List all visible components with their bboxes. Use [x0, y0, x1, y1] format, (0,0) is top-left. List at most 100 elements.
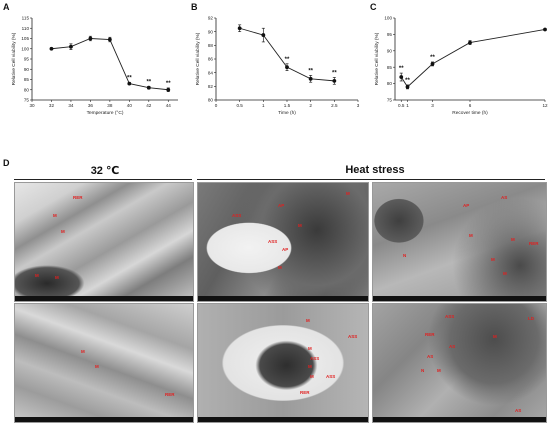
organelle-label: ASS — [326, 374, 336, 379]
y-tick-label: 100 — [384, 16, 392, 21]
organelle-label: AS — [427, 354, 434, 359]
chart-time: 80 82 84 86 88 90 92 0 0.5 1 1.5 2 2.5 3 Time (h) Relat… — [195, 16, 360, 116]
panel-label-c: C — [370, 2, 377, 12]
y-tick-label: 92 — [208, 16, 214, 21]
significance-label: ** — [146, 79, 151, 85]
organelle-label: AS — [515, 408, 522, 413]
organelle-label: M — [278, 265, 282, 270]
organelle-label: ASS — [445, 314, 455, 319]
x-tick-label: 38 — [107, 103, 113, 108]
organelle-label: M — [346, 191, 350, 196]
x-tick-label: 0.5 — [398, 103, 405, 108]
data-point — [399, 75, 404, 79]
y-tick-label: 85 — [387, 65, 393, 70]
scale-bar — [373, 417, 546, 422]
organelle-label: AP — [282, 247, 289, 252]
micrograph-heat-right-bottom: ASS RER AS AS M LD M N AS — [372, 303, 547, 423]
x-tick-label: 6 — [469, 103, 472, 108]
y-tick-label: 85 — [24, 77, 30, 82]
organelle-label: RER — [425, 332, 435, 337]
organelle-label: ASS — [348, 334, 358, 339]
significance-label: ** — [430, 55, 435, 61]
scale-bar — [15, 296, 193, 301]
y-tick-label: 105 — [21, 36, 29, 41]
x-tick-label: 0.5 — [236, 103, 243, 108]
organelle-label: RER — [300, 390, 310, 395]
organelle-label: LD — [528, 316, 534, 321]
organelle-label: M — [55, 275, 59, 280]
header-control: 32 ℃ — [90, 165, 120, 177]
y-tick-label: 75 — [24, 98, 30, 103]
y-tick-label: 100 — [21, 46, 29, 51]
organelle-label: M — [437, 368, 441, 373]
data-point — [308, 76, 313, 81]
data-point — [69, 44, 73, 49]
micrograph-control-bottom: M M RER — [14, 303, 194, 423]
y-tick-label: 84 — [208, 70, 214, 75]
chart-recover-time: 75 80 85 90 95 100 0.5 1 3 6 12 Recover time (h) Rel… — [374, 16, 548, 116]
data-point — [430, 62, 435, 66]
significance-label: ** — [332, 70, 337, 76]
organelle-label: M — [310, 374, 314, 379]
data-point — [332, 78, 337, 83]
x-tick-label: 12 — [542, 103, 548, 108]
organelle-label: M — [61, 229, 65, 234]
x-tick-label: 2 — [309, 103, 312, 108]
data-point — [146, 85, 151, 90]
organelle-label: M — [35, 273, 39, 278]
panel-label-a: A — [3, 2, 10, 12]
significance-label: ** — [166, 81, 171, 87]
data-point — [166, 87, 171, 92]
data-point — [88, 36, 93, 41]
organelle-label: M — [469, 233, 473, 238]
organelle-label: M — [95, 364, 99, 369]
x-tick-label: 30 — [29, 103, 35, 108]
micrograph-heat-right-top: N AP AS M M RER M M — [372, 182, 547, 302]
scale-bar — [373, 296, 546, 301]
organelle-label: AP — [278, 203, 285, 208]
x-tick-label: 32 — [49, 103, 55, 108]
organelle-label: ASS — [268, 239, 278, 244]
organelle-label: M — [503, 271, 507, 276]
organelle-label: ASS — [310, 356, 320, 361]
x-tick-label: 1.5 — [284, 103, 291, 108]
y-tick-label: 95 — [24, 57, 30, 62]
organelle-label: M — [81, 349, 85, 354]
x-axis-title: Recover time (h) — [452, 110, 488, 116]
scale-bar — [198, 296, 368, 301]
data-point — [127, 81, 132, 86]
significance-label: ** — [127, 76, 132, 82]
y-axis-title: Relative Cell viability (%) — [195, 32, 201, 85]
y-tick-label: 75 — [387, 98, 393, 103]
panel-label-b: B — [191, 2, 198, 12]
organelle-label: RER — [529, 241, 539, 246]
significance-label: ** — [405, 78, 410, 84]
y-tick-label: 88 — [208, 43, 214, 48]
x-axis-title: Time (h) — [278, 110, 296, 116]
x-tick-label: 0 — [215, 103, 218, 108]
organelle-label: N — [403, 253, 407, 258]
organelle-label: RER — [73, 195, 83, 200]
scale-bar — [15, 417, 193, 422]
y-tick-label: 90 — [208, 29, 214, 34]
organelle-label: ASS — [232, 213, 242, 218]
y-tick-label: 86 — [208, 57, 214, 62]
organelle-label: AP — [463, 203, 470, 208]
significance-label: ** — [285, 57, 290, 63]
data-point — [405, 84, 410, 89]
x-tick-label: 40 — [127, 103, 133, 108]
x-tick-label: 34 — [68, 103, 74, 108]
y-tick-label: 110 — [22, 26, 30, 31]
y-tick-label: 80 — [387, 81, 393, 86]
organelle-label: M — [308, 346, 312, 351]
x-tick-label: 44 — [166, 103, 172, 108]
header-rule-control — [14, 179, 192, 180]
header-heat-stress: Heat stress — [345, 164, 405, 176]
x-tick-label: 42 — [146, 103, 152, 108]
micrograph-heat-center-bottom: M ASS M ASS M M ASS RER — [197, 303, 369, 423]
data-point — [468, 40, 472, 45]
data-point — [285, 65, 289, 70]
header-rule-heat-stress — [197, 179, 545, 180]
x-tick-label: 3 — [431, 103, 434, 108]
micrograph-control-top: RER M M M M — [14, 182, 194, 302]
